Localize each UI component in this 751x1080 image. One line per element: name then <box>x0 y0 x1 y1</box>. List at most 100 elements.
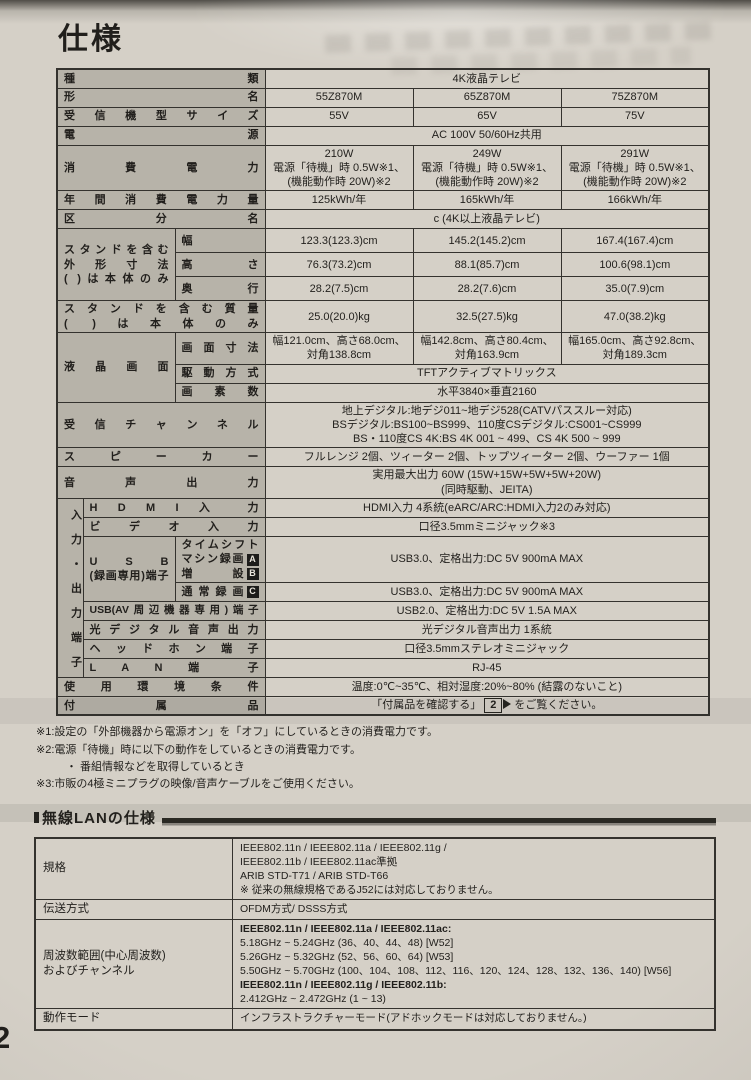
wifi-mode-label: 動作モード <box>34 1008 233 1031</box>
optical-label: 光デジタル音声出力 <box>82 619 266 640</box>
row-wifi-standard: 規格 IEEE802.11n / IEEE802.11a / IEEE802.1… <box>34 837 716 900</box>
wifi-spec-table: 規格 IEEE802.11n / IEEE802.11a / IEEE802.1… <box>34 836 716 1031</box>
hdmi-label: H D M I 入 力 <box>82 498 266 519</box>
wifi-transmission-value: OFDM方式/ DSSS方式 <box>232 898 716 921</box>
panel-group-label: 液晶画面 <box>56 331 176 403</box>
row-weight: スタンドを含む質量 ( )は本体のみ 25.0(20.0)kg 32.5(27.… <box>56 300 710 333</box>
wifi-standard-value: IEEE802.11n / IEEE802.11a / IEEE802.11g … <box>232 837 716 900</box>
footnote-2: ※2:電源「待機」時に以下の動作をしているときの消費電力です。 <box>36 743 361 756</box>
power-value: AC 100V 50/60Hz共用 <box>264 125 710 146</box>
row-screen-size: 液晶画面 画面寸法 幅121.0cm、高さ68.0cm、 対角138.8cm 幅… <box>56 331 710 403</box>
speaker-label: スピーカー <box>56 447 266 468</box>
depth-label: 奥行 <box>174 276 266 302</box>
usb-ab-value: USB3.0、定格出力:DC 5V 900mA MAX <box>264 536 710 583</box>
size-value: 65V <box>412 106 562 127</box>
height-value: 88.1(85.7)cm <box>412 252 562 278</box>
screen-size-value: 幅142.8cm、高さ80.4cm、 対角163.9cm <box>412 331 562 365</box>
wifi-section-header: 無線LANの仕様 <box>34 807 716 828</box>
wifi-freq-range: 5.18GHz ~ 5.24GHz (36、40、44、48) [W52] <box>240 937 454 950</box>
page-ref-icon <box>503 699 512 710</box>
hdmi-value: HDMI入力 4系統(eARC/ARC:HDMI入力2のみ対応) <box>264 498 710 519</box>
type-value: 4K液晶テレビ <box>264 68 710 89</box>
section-tick-icon <box>34 811 39 823</box>
lan-label: L A N 端 子 <box>82 657 266 678</box>
consumption-value: 291W 電源「待機」時 0.5W※1、 (機能動作時 20W)※2 <box>560 144 710 192</box>
usb-av-label: USB(AV周辺機器専用)端子 <box>82 600 266 621</box>
power-label: 電源 <box>56 125 266 146</box>
height-value: 76.3(73.2)cm <box>264 252 414 278</box>
row-audio-out: 音声出力 実用最大出力 60W (15W+15W+5W+5W+20W) (同時駆… <box>56 466 710 500</box>
timeshift-label: タイムシフト マシン録画 A 増 設 B <box>174 536 266 583</box>
channel-value: 地上デジタル:地デジ011~地デジ528(CATVパススルー対応) BSデジタル… <box>264 401 710 449</box>
annual-value: 165kWh/年 <box>412 190 562 211</box>
audio-value: 実用最大出力 60W (15W+15W+5W+5W+20W) (同時駆動、JEI… <box>264 466 710 500</box>
size-value: 75V <box>560 106 710 127</box>
accessories-value: 「付属品を確認する」 2 をご覧ください。 <box>264 695 710 716</box>
audio-label: 音声出力 <box>56 466 266 500</box>
channel-label: 受信チャンネル <box>56 401 266 449</box>
accessories-text-pre: 「付属品を確認する」 <box>371 699 482 712</box>
normal-rec-badge-c: C <box>246 585 259 598</box>
video-in-value: 口径3.5mmミニジャック※3 <box>264 517 710 538</box>
wifi-frequency-value: IEEE802.11n / IEEE802.11a / IEEE802.11ac… <box>232 919 716 1010</box>
wifi-freq-range: 5.26GHz ~ 5.32GHz (52、56、60、64) [W53] <box>240 951 454 964</box>
model-value: 65Z870M <box>412 87 562 108</box>
row-drive: 駆動方式 TFTアクティブマトリックス <box>57 363 710 384</box>
consumption-value: 210W 電源「待機」時 0.5W※1、 (機能動作時 20W)※2 <box>264 144 414 192</box>
usb-rec-group-label: U S B (録画専用)端子 <box>82 536 176 602</box>
screen-size-value: 幅165.0cm、高さ92.8cm、 対角189.3cm <box>560 331 710 365</box>
category-label: 区分名 <box>56 209 266 230</box>
wifi-standard-note: ※ 従来の無線規格であるJ52には対応しておりません。 <box>240 883 499 896</box>
page-ref-box: 2 <box>484 698 503 714</box>
row-wifi-transmission: 伝送方式 OFDM方式/ DSSS方式 <box>34 898 716 921</box>
depth-value: 35.0(7.9)cm <box>560 276 710 302</box>
width-value: 123.3(123.3)cm <box>264 228 414 254</box>
height-value: 100.6(98.1)cm <box>560 252 710 278</box>
pixel-value: 水平3840×垂直2160 <box>264 382 710 403</box>
annual-value: 125kWh/年 <box>264 190 414 211</box>
accessories-text-post: をご覧ください。 <box>514 699 603 712</box>
wifi-standard-line: ARIB STD-T71 / ARIB STD-T66 <box>240 869 389 882</box>
timeshift-line3: 増 設 <box>181 567 244 580</box>
normal-rec-text: 通常録画 <box>181 585 244 598</box>
model-label: 形名 <box>56 87 266 108</box>
row-annual-consumption: 年間消費電力量 125kWh/年 165kWh/年 166kWh/年 <box>56 190 710 211</box>
row-speaker: スピーカー フルレンジ 2個、ツィーター 2個、トップツィーター 2個、ウーファ… <box>56 447 710 468</box>
row-lan: L A N 端 子 RJ-45 <box>57 657 710 678</box>
row-power: 電源 AC 100V 50/60Hz共用 <box>56 125 710 146</box>
timeshift-badge-b: B <box>246 567 259 580</box>
row-depth: 奥行 28.2(7.5)cm 28.2(7.6)cm 35.0(7.9)cm <box>57 276 710 302</box>
footnote-3: ※3:市販の4極ミニプラグの映像/音声ケーブルをご使用ください。 <box>36 778 360 791</box>
row-wifi-mode: 動作モード インフラストラクチャーモード(アドホックモードは対応しておりません。… <box>34 1008 716 1031</box>
environment-value: 温度:0℃~35℃、相対湿度:20%~80% (結露のないこと) <box>264 676 710 697</box>
timeshift-line1: タイムシフト <box>181 539 259 552</box>
row-consumption: 消費電力 210W 電源「待機」時 0.5W※1、 (機能動作時 20W)※2 … <box>56 144 710 192</box>
category-value: c (4K以上液晶テレビ) <box>264 209 710 230</box>
width-label: 幅 <box>174 228 266 254</box>
weight-label: スタンドを含む質量 ( )は本体のみ <box>56 300 266 333</box>
wifi-freq-standards: IEEE802.11n / IEEE802.11a / IEEE802.11ac… <box>240 923 452 936</box>
section-rule <box>161 817 716 823</box>
row-width: スタンドを含む 外形寸法 ( )は本体のみ 幅 123.3(123.3)cm 1… <box>56 228 710 302</box>
row-usb-timeshift: U S B (録画専用)端子 タイムシフト マシン録画 A 増 設 B USB3… <box>57 536 710 602</box>
usb-c-value: USB3.0、定格出力:DC 5V 900mA MAX <box>264 581 710 602</box>
drive-value: TFTアクティブマトリックス <box>264 363 710 384</box>
annual-value: 166kWh/年 <box>560 190 710 211</box>
screen-size-label: 画面寸法 <box>174 331 266 365</box>
wifi-standard-label: 規格 <box>34 837 233 900</box>
manual-page: 仕様 種類 4K液晶テレビ 形名 55Z870M 65Z870M 75Z870M… <box>34 12 716 1031</box>
page-title: 仕様 <box>58 23 124 56</box>
weight-value: 25.0(20.0)kg <box>264 300 414 333</box>
drive-label: 駆動方式 <box>174 363 266 384</box>
wifi-standard-line: IEEE802.11b / IEEE802.11ac準拠 <box>240 855 398 868</box>
consumption-label: 消費電力 <box>56 144 266 192</box>
row-wifi-frequency: 周波数範囲(中心周波数) およびチャンネル IEEE802.11n / IEEE… <box>34 919 716 1010</box>
size-value: 55V <box>264 106 414 127</box>
spec-table: 種類 4K液晶テレビ 形名 55Z870M 65Z870M 75Z870M 受信… <box>56 68 711 717</box>
timeshift-line2: マシン録画 <box>181 553 244 566</box>
wifi-section-title: 無線LANの仕様 <box>42 809 156 827</box>
row-usb-av: USB(AV周辺機器専用)端子 USB2.0、定格出力:DC 5V 1.5A M… <box>57 600 710 621</box>
weight-value: 47.0(38.2)kg <box>560 300 710 333</box>
row-category: 区分名 c (4K以上液晶テレビ) <box>56 209 710 230</box>
normal-rec-label: 通常録画 C <box>174 581 266 602</box>
